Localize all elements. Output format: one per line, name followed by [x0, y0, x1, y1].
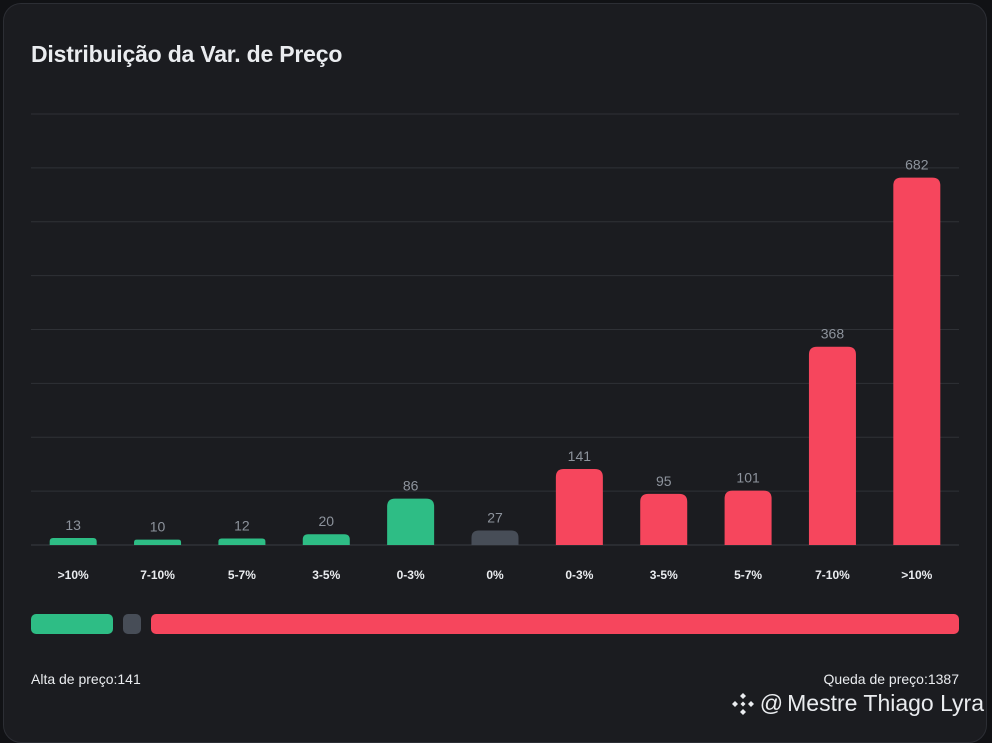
category-label: 3-5% — [650, 568, 678, 582]
bar — [218, 538, 266, 545]
bar-value-label: 86 — [403, 478, 419, 494]
category-label: 0-3% — [565, 568, 593, 582]
watermark-at: @ — [759, 690, 784, 716]
category-label: 5-7% — [734, 568, 762, 582]
bar-value-label: 682 — [905, 157, 929, 173]
ratio-bar-down — [151, 614, 959, 634]
category-label: >10% — [58, 568, 89, 582]
bar — [893, 177, 941, 545]
chart-title: Distribuição da Var. de Preço — [31, 41, 343, 67]
bar-value-label: 20 — [318, 513, 334, 529]
bar — [724, 490, 772, 545]
bar-value-label: 10 — [150, 519, 166, 535]
price-change-distribution-chart: 13 >10% 10 7-10% 12 5-7% 20 3-5% 86 0-3% 27 0% 141 0-… — [31, 113, 959, 582]
category-label: 7-10% — [140, 568, 175, 582]
category-label: >10% — [901, 568, 932, 582]
bar — [387, 498, 435, 545]
bar-value-label: 368 — [821, 326, 845, 342]
bar — [134, 539, 182, 545]
category-label: 0-3% — [397, 568, 425, 582]
price-down-summary: Queda de preço:1387 — [823, 671, 959, 687]
ratio-bar-neutral — [123, 614, 142, 634]
bar-value-label: 12 — [234, 518, 250, 534]
bar-value-label: 141 — [568, 448, 592, 464]
binance-logo-icon — [731, 692, 754, 715]
watermark: @ Mestre Thiago Lyra — [730, 690, 984, 717]
bar — [640, 493, 688, 545]
bar — [555, 469, 603, 545]
bar-value-label: 95 — [656, 473, 672, 489]
ratio-bar-up — [31, 614, 114, 634]
bar-value-label: 101 — [736, 470, 760, 486]
category-label: 3-5% — [312, 568, 340, 582]
watermark-name: Mestre Thiago Lyra — [787, 690, 984, 716]
bar — [302, 534, 350, 545]
bar — [49, 537, 97, 545]
category-label: 7-10% — [815, 568, 850, 582]
category-label: 0% — [486, 568, 504, 582]
bar — [471, 530, 519, 545]
bar-value-label: 27 — [487, 509, 503, 525]
bar — [808, 346, 856, 545]
bar-value-label: 13 — [65, 517, 81, 533]
price-up-summary: Alta de preço:141 — [31, 671, 141, 687]
category-label: 5-7% — [228, 568, 256, 582]
